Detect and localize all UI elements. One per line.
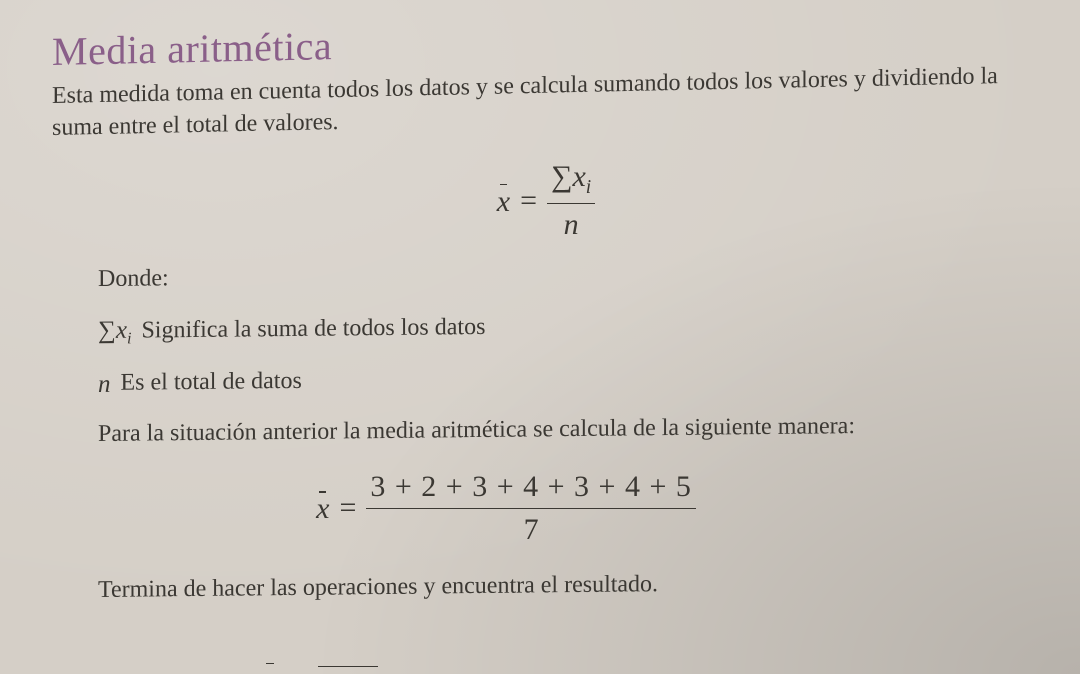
subscript-i: i — [127, 329, 132, 347]
task-text: Termina de hacer las operaciones y encue… — [98, 565, 1040, 607]
equals-sign: = — [287, 663, 304, 674]
example-intro-text: Para la situación anterior la media arit… — [98, 408, 1040, 450]
xbar-symbol: x — [263, 662, 276, 674]
sigma-icon: ∑ — [98, 316, 116, 343]
xbar-symbol: x — [497, 183, 510, 219]
sigma-icon: ∑ — [551, 160, 572, 193]
final-fraction: 7 — [314, 636, 382, 674]
n-label: n — [98, 367, 111, 400]
example-formula-block: x = 3 + 2 + 3 + 4 + 3 + 4 + 5 7 — [12, 468, 1000, 549]
blank-numerator-line[interactable] — [318, 636, 378, 667]
definition-sigma-line: ∑xi Significa la suma de todos los datos — [98, 303, 1040, 349]
task-block: Termina de hacer las operaciones y encue… — [98, 565, 1040, 607]
main-fraction: ∑xi n — [547, 158, 595, 243]
subscript-i: i — [586, 177, 591, 198]
example-formula: x = 3 + 2 + 3 + 4 + 3 + 4 + 5 7 — [316, 468, 696, 549]
example-fraction: 3 + 2 + 3 + 4 + 3 + 4 + 5 7 — [366, 468, 696, 549]
definition-n-line: n Es el total de datos — [98, 357, 1040, 400]
equals-sign: = — [392, 663, 409, 674]
equals-sign: = — [339, 491, 356, 525]
example-numerator: 3 + 2 + 3 + 4 + 3 + 4 + 5 — [366, 468, 696, 506]
main-formula: x = ∑xi n — [497, 158, 595, 243]
sigma-definition-text: Significa la suma de todos los datos — [141, 311, 485, 346]
fraction-bar — [547, 203, 595, 205]
fraction-bar — [366, 508, 696, 510]
sigma-x-i-label: ∑xi — [98, 313, 131, 349]
example-denominator: 7 — [520, 511, 543, 549]
main-fraction-denominator: n — [560, 206, 583, 244]
final-formula: x = 7 = — [263, 636, 588, 674]
xbar-symbol: x — [316, 490, 329, 526]
main-formula-block: x = ∑xi n — [52, 158, 1040, 243]
definitions-block: Donde: ∑xi Significa la suma de todos lo… — [98, 254, 1040, 450]
equals-sign: = — [520, 184, 537, 218]
definitions-heading: Donde: — [98, 254, 1040, 296]
blank-result-line[interactable] — [419, 664, 589, 674]
main-fraction-numerator: ∑xi — [547, 158, 595, 200]
final-numerator-blank — [314, 636, 382, 674]
header-block: Media aritmética Esta medida toma en cue… — [52, 7, 1040, 144]
final-formula-block: x = 7 = — [0, 636, 920, 674]
page-root: Media aritmética Esta medida toma en cue… — [0, 0, 1080, 674]
intro-paragraph: Esta medida toma en cuenta todos los dat… — [52, 61, 1020, 145]
content-wrapper: Media aritmética Esta medida toma en cue… — [52, 28, 1040, 674]
n-definition-text: Es el total de datos — [121, 366, 302, 400]
